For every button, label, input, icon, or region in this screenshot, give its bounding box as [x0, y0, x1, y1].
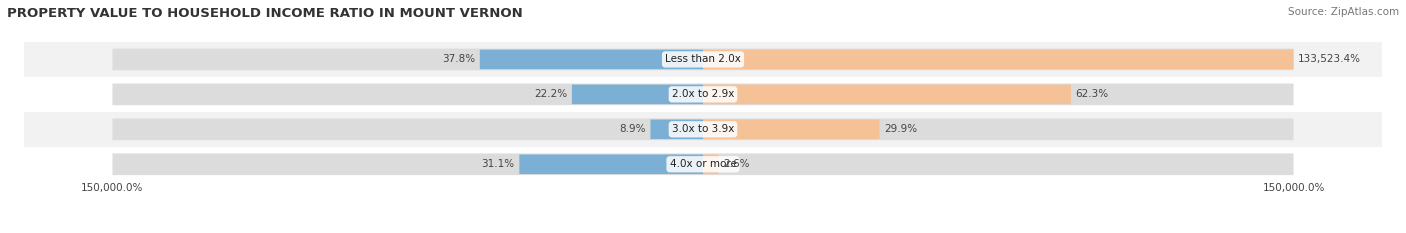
Text: 4.0x or more: 4.0x or more — [669, 159, 737, 169]
FancyBboxPatch shape — [572, 85, 703, 104]
Bar — [24, 42, 1382, 77]
Text: 2.0x to 2.9x: 2.0x to 2.9x — [672, 89, 734, 99]
FancyBboxPatch shape — [479, 50, 703, 69]
FancyBboxPatch shape — [112, 84, 1294, 105]
FancyBboxPatch shape — [112, 49, 1294, 70]
FancyBboxPatch shape — [112, 154, 1294, 175]
Bar — [24, 77, 1382, 112]
FancyBboxPatch shape — [112, 118, 1294, 140]
FancyBboxPatch shape — [703, 154, 718, 174]
Text: 62.3%: 62.3% — [1076, 89, 1109, 99]
Text: 133,523.4%: 133,523.4% — [1298, 55, 1361, 64]
FancyBboxPatch shape — [703, 50, 1294, 69]
Bar — [24, 112, 1382, 147]
Text: 3.0x to 3.9x: 3.0x to 3.9x — [672, 124, 734, 134]
Text: 8.9%: 8.9% — [619, 124, 645, 134]
FancyBboxPatch shape — [519, 154, 703, 174]
FancyBboxPatch shape — [651, 120, 703, 139]
FancyBboxPatch shape — [703, 85, 1071, 104]
Bar — [24, 147, 1382, 182]
Text: 37.8%: 37.8% — [441, 55, 475, 64]
Text: 31.1%: 31.1% — [481, 159, 515, 169]
Text: PROPERTY VALUE TO HOUSEHOLD INCOME RATIO IN MOUNT VERNON: PROPERTY VALUE TO HOUSEHOLD INCOME RATIO… — [7, 7, 523, 20]
Text: 29.9%: 29.9% — [884, 124, 917, 134]
Text: 2.6%: 2.6% — [723, 159, 749, 169]
FancyBboxPatch shape — [703, 120, 880, 139]
Text: Source: ZipAtlas.com: Source: ZipAtlas.com — [1288, 7, 1399, 17]
Text: Less than 2.0x: Less than 2.0x — [665, 55, 741, 64]
Text: 22.2%: 22.2% — [534, 89, 567, 99]
